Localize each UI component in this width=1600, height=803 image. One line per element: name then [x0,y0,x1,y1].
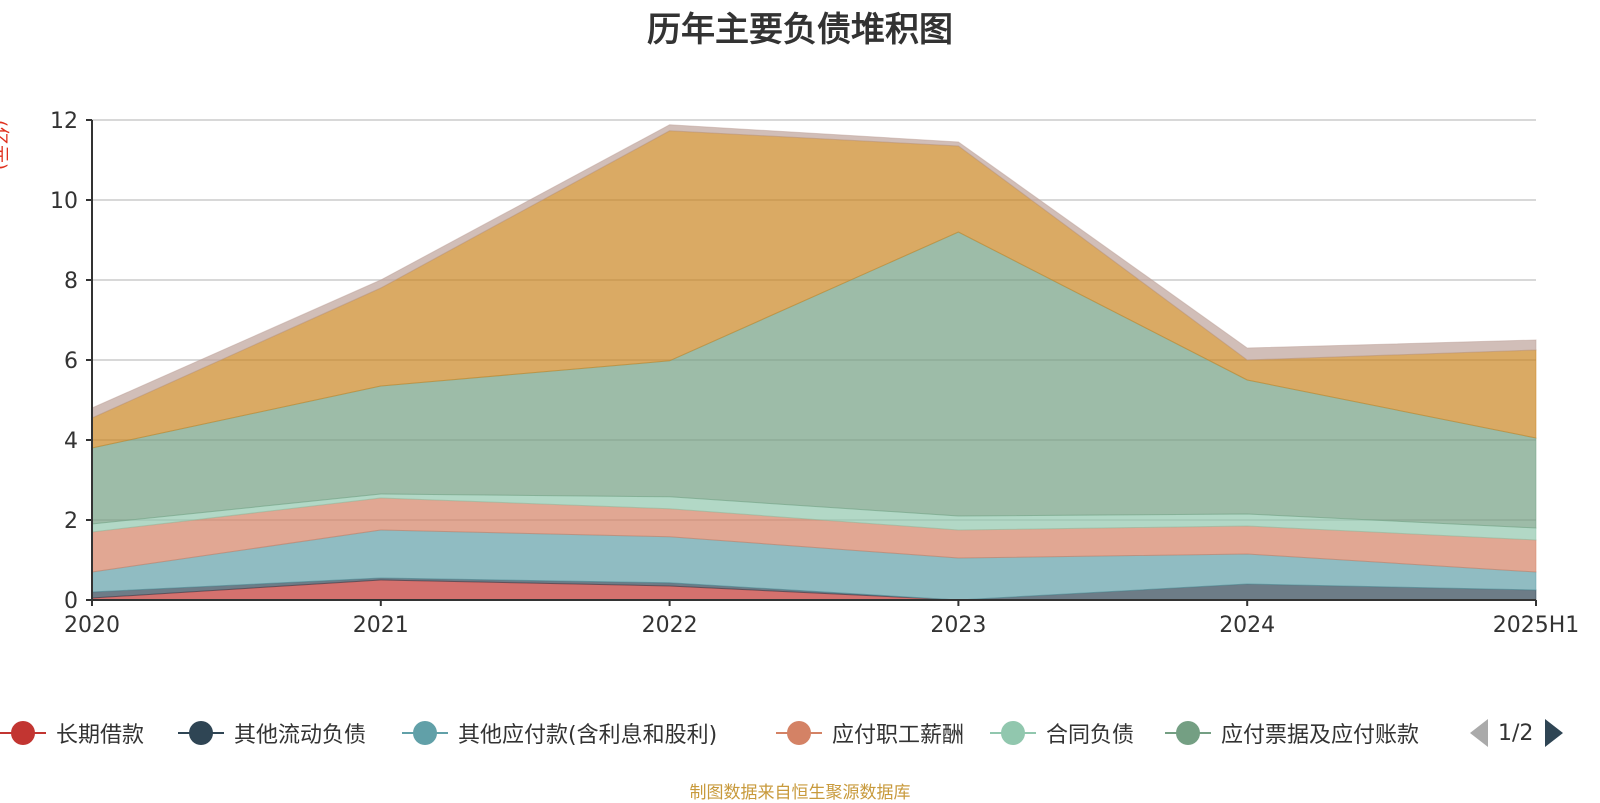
y-tick-label: 8 [64,269,78,294]
legend-item[interactable]: 其他应付款(含利息和股利) [402,716,717,750]
y-tick-label: 10 [50,189,78,214]
legend-item-label: 其他流动负债 [234,723,367,748]
area-series [91,124,1537,601]
y-tick-label: 6 [64,349,78,374]
legend-marker-icon [990,716,1036,750]
chart-title: 历年主要负债堆积图 [647,10,953,50]
legend-prev-page-icon[interactable] [1470,719,1488,747]
legend-item[interactable]: 应付票据及应付账款 [1165,716,1419,750]
legend-item[interactable]: 长期借款 [0,716,144,750]
legend-marker-icon [0,716,46,750]
x-tick-label: 2023 [930,613,986,638]
legend-item-label: 应付职工薪酬 [832,723,965,748]
legend-item[interactable]: 合同负债 [990,716,1134,750]
tick-labels: 0 2 4 6 8 10 12 2020 2021 2022 2023 2024 2025H1 [50,109,1579,638]
source-footnote: 制图数据来自恒生聚源数据库 [689,783,911,803]
legend-pager: 1/2 [1470,716,1564,750]
legend-item[interactable]: 应付职工薪酬 [776,716,964,750]
legend-marker-icon [402,716,448,750]
legend-items-container: 长期借款 其他流动负债 其他应付款(含利息和股利) 应付职工薪酬 合同负债 应付票据及应付… [0,716,1460,750]
y-tick-label: 2 [64,509,78,534]
legend-marker-icon [1165,716,1211,750]
legend-item-label: 合同负债 [1046,723,1135,748]
legend-item-label: 其他应付款(含利息和股利) [458,723,718,748]
legend-page-indicator: 1/2 [1498,720,1534,746]
legend-item[interactable]: 其他流动负债 [178,716,366,750]
legend-item-label: 长期借款 [56,723,145,748]
legend-marker-icon [178,716,224,750]
x-tick-label: 2024 [1219,613,1275,638]
x-tick-label: 2022 [642,613,698,638]
stacked-area-chart: 0 2 4 6 8 10 12 2020 2021 2022 2023 2024 2025H1 [50,109,1579,638]
x-tick-label: 2021 [353,613,409,638]
area-series-7 [91,124,1537,419]
legend: 长期借款 其他流动负债 其他应付款(含利息和股利) 应付职工薪酬 合同负债 应付票据及应付… [0,716,1600,750]
legend-item-label: 应付票据及应付账款 [1221,723,1420,748]
x-tick-label: 2025H1 [1493,613,1580,638]
y-tick-label: 0 [64,589,78,614]
x-tick-label: 2020 [64,613,120,638]
legend-marker-icon [776,716,822,750]
y-tick-label: 12 [50,109,78,134]
y-tick-label: 4 [64,429,78,454]
legend-next-page-icon[interactable] [1545,719,1564,747]
